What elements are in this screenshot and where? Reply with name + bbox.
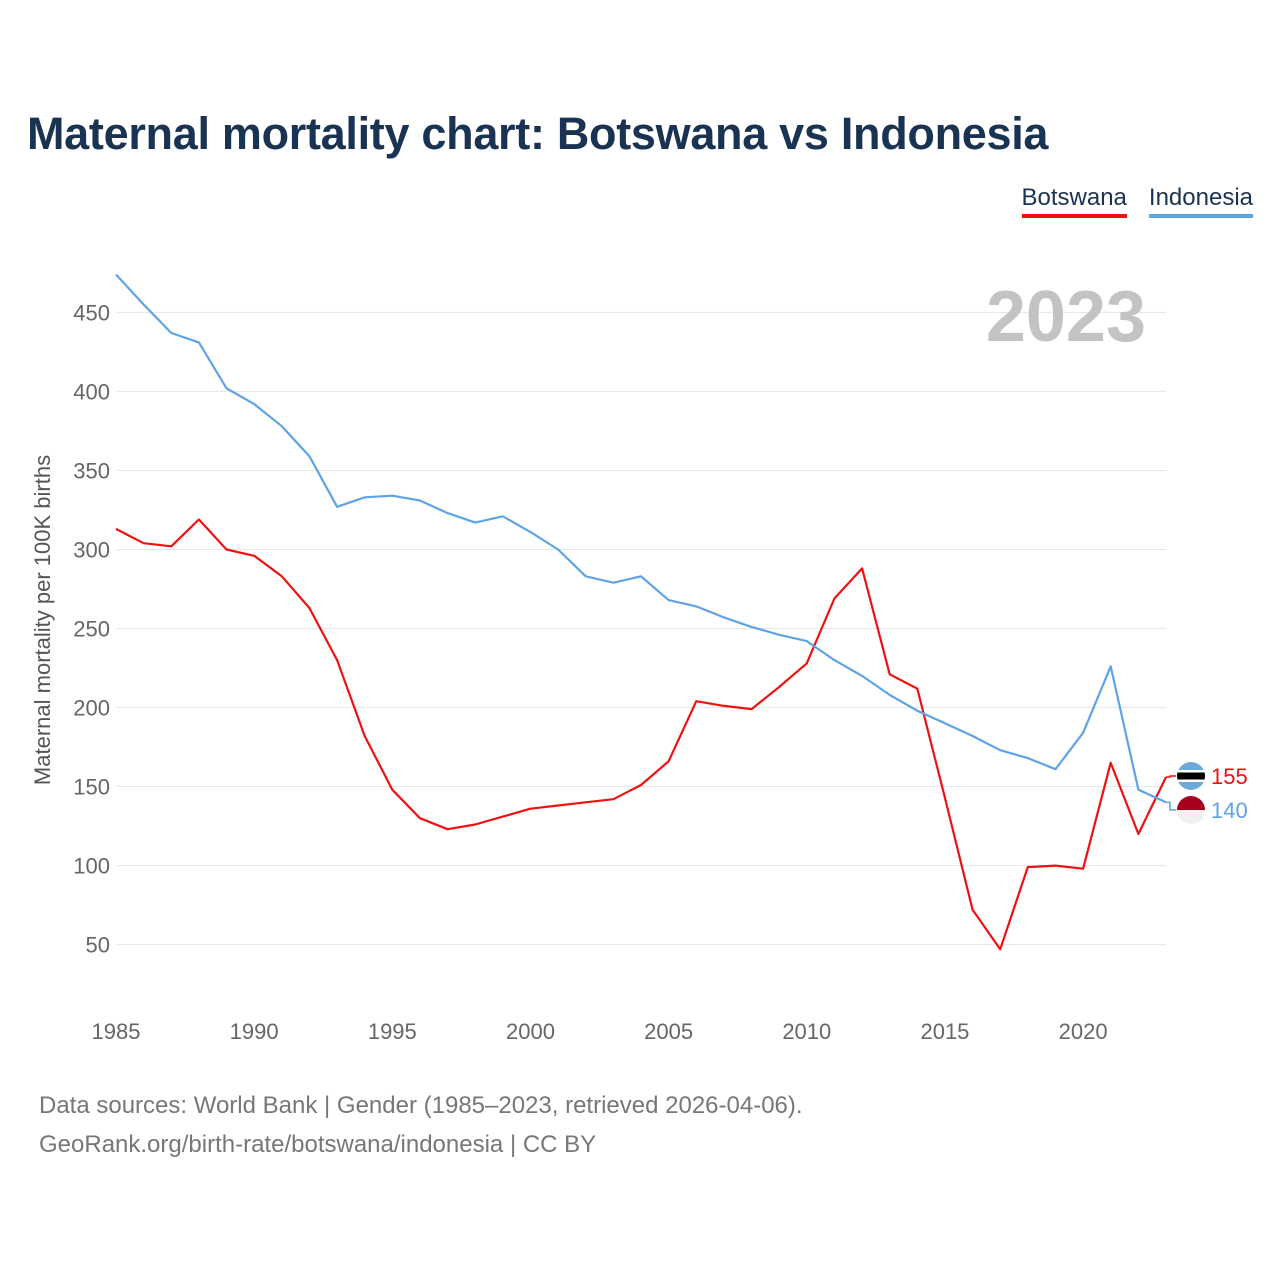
leader-line-indonesia [1166, 801, 1176, 811]
y-tick-label-250: 250 [73, 617, 110, 642]
y-tick-label-100: 100 [73, 854, 110, 879]
y-axis: 50 100 150 200 250 300 350 400 450 [73, 300, 110, 957]
x-tick-label-2000: 2000 [506, 1019, 555, 1044]
x-axis: 1985 1990 1995 2000 2005 2010 2015 2020 [92, 1019, 1108, 1044]
chart-title: Maternal mortality chart: Botswana vs In… [27, 108, 1049, 159]
current-year-label: 2023 [986, 277, 1146, 357]
source-line-2: GeoRank.org/birth-rate/botswana/indonesi… [39, 1131, 597, 1158]
y-tick-label-300: 300 [73, 537, 110, 562]
y-tick-label-50: 50 [86, 933, 110, 958]
end-label-botswana: 155 [1211, 764, 1248, 789]
y-axis-label: Maternal mortality per 100K births [30, 455, 55, 785]
x-tick-label-2020: 2020 [1059, 1019, 1108, 1044]
legend: Botswana Indonesia [1021, 184, 1253, 218]
series-layer [115, 273, 1167, 951]
data-sources: Data sources: World Bank | Gender (1985–… [39, 1086, 803, 1164]
x-tick-label-1985: 1985 [92, 1019, 141, 1044]
series-line-botswana [115, 518, 1167, 951]
indonesia-flag-icon [1177, 796, 1205, 824]
end-marker-botswana: 155 [1166, 762, 1248, 790]
gridlines [116, 311, 1166, 946]
legend-item-indonesia[interactable]: Indonesia [1148, 184, 1253, 218]
x-tick-label-1995: 1995 [368, 1019, 417, 1044]
y-tick-label-350: 350 [73, 458, 110, 483]
source-line-1: Data sources: World Bank | Gender (1985–… [39, 1092, 803, 1119]
end-marker-indonesia: 140 [1166, 796, 1248, 824]
x-tick-label-2010: 2010 [782, 1019, 831, 1044]
end-label-indonesia: 140 [1211, 798, 1248, 823]
y-tick-label-450: 450 [73, 300, 110, 325]
y-tick-label-400: 400 [73, 379, 110, 404]
legend-item-botswana[interactable]: Botswana [1021, 184, 1127, 218]
x-tick-label-2005: 2005 [644, 1019, 693, 1044]
series-line-indonesia [115, 273, 1167, 804]
y-tick-label-200: 200 [73, 696, 110, 721]
y-tick-label-150: 150 [73, 775, 110, 800]
x-tick-label-1990: 1990 [230, 1019, 279, 1044]
leader-line-botswana [1166, 775, 1176, 778]
botswana-flag-icon [1177, 762, 1205, 790]
x-tick-label-2015: 2015 [920, 1019, 969, 1044]
